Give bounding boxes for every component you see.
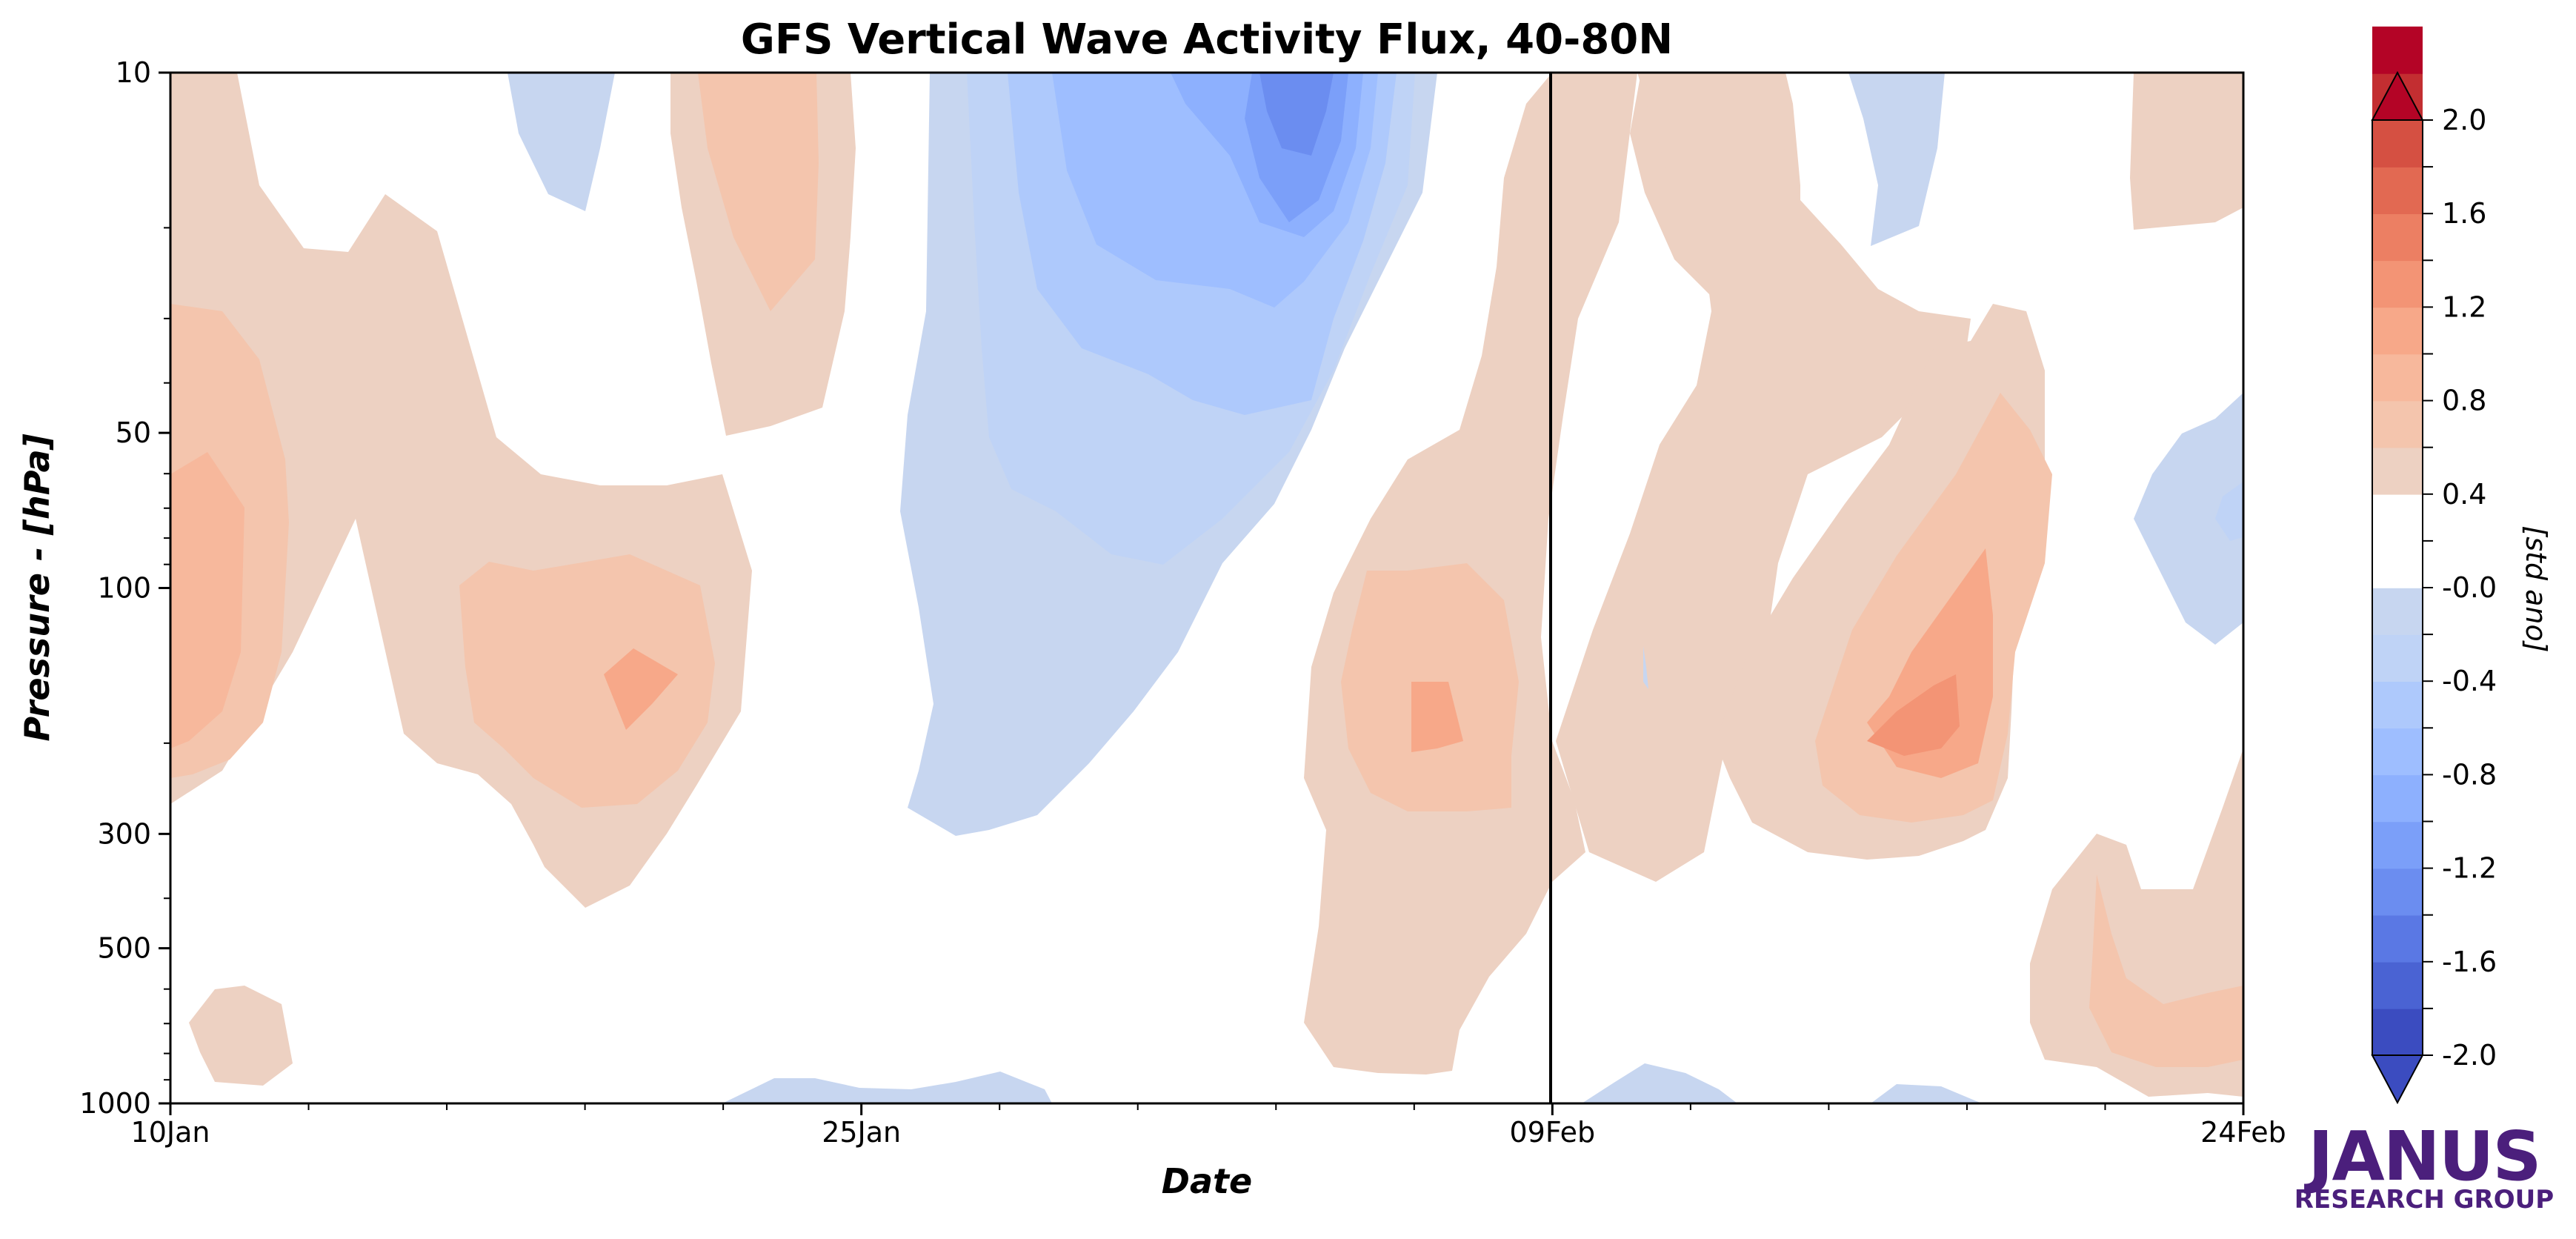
- y-tick-label: 500: [97, 932, 151, 965]
- colorbar-segment: [2372, 307, 2423, 355]
- contour-neg-right-0.2: [2134, 393, 2243, 645]
- y-axis: 10 50 100 300 500 1000: [79, 56, 170, 1120]
- y-tick-label: 50: [116, 416, 151, 449]
- janus-logo: JANUS RESEARCH GROUP: [2294, 1117, 2554, 1215]
- colorbar-segment: [2372, 634, 2423, 682]
- x-tick-label: 10Jan: [131, 1116, 210, 1149]
- chart-title: GFS Vertical Wave Activity Flux, 40-80N: [741, 16, 1673, 64]
- colorbar-label: [std ano]: [2520, 525, 2552, 652]
- y-tick-label: 10: [116, 56, 151, 89]
- contour-pos-right-1.0: [1867, 674, 1960, 756]
- colorbar-segment: [2372, 26, 2423, 74]
- contour-pos-lower-right-0.6: [2089, 874, 2243, 1067]
- contour-pos-corner: [2130, 73, 2243, 230]
- colorbar-tick-label: -1.2: [2442, 852, 2497, 885]
- contour-pos-feb-line-0.8: [1411, 682, 1463, 752]
- x-tick-label: 25Jan: [822, 1116, 901, 1149]
- contour-pos-mid-0.8: [604, 648, 678, 730]
- x-tick-label: 24Feb: [2200, 1116, 2286, 1149]
- contour-neg-1.4: [1259, 73, 1334, 156]
- colorbar-segment: [2372, 728, 2423, 776]
- colorbar-segment: [2372, 353, 2423, 402]
- contour-pos-lower-left: [189, 986, 293, 1086]
- colorbar-tick-label: -2.0: [2442, 1039, 2497, 1072]
- colorbar-tick-label: 1.6: [2442, 197, 2486, 230]
- y-axis-minor-ticks: [164, 227, 170, 1081]
- y-axis-label: Pressure - [hPa]: [17, 434, 57, 741]
- y-tick-label: 300: [97, 817, 151, 850]
- contour-neg-upper-mid: [1848, 73, 1945, 246]
- colorbar-segment: [2372, 540, 2423, 588]
- contour-neg-bottom-2: [1582, 1063, 1737, 1103]
- colorbar-segment: [2372, 961, 2423, 1009]
- contour-pos-mid-0.6: [459, 554, 715, 808]
- colorbar-tick-label: -1.6: [2442, 946, 2497, 978]
- colorbar-segment: [2372, 774, 2423, 823]
- contour-neg-right-0.4: [2215, 482, 2243, 541]
- contour-field: [170, 73, 2243, 1103]
- colorbar-segment: [2372, 167, 2423, 214]
- colorbar-segment: [2372, 914, 2423, 963]
- colorbar-tick-label: -0.4: [2442, 665, 2497, 697]
- colorbar-segment: [2372, 213, 2423, 262]
- colorbar-tick-label: 1.2: [2442, 290, 2486, 323]
- colorbar-segment: [2372, 120, 2423, 167]
- colorbar-segment: [2372, 868, 2423, 916]
- x-axis: 10Jan 25Jan 09Feb 24Feb: [131, 1103, 2286, 1149]
- contour-neg-bottom-1: [722, 1072, 1052, 1103]
- colorbar: 2.0 1.6 1.2 0.8 0.4 -0.0 -0.4 -0.8 -1.2 -1.6 -2.0: [2371, 26, 2497, 1105]
- colorbar-segment: [2372, 821, 2423, 869]
- colorbar-segment: [2372, 588, 2423, 635]
- contour-pos-right-0.4: [1556, 73, 1971, 882]
- colorbar-extend-min: [2371, 1054, 2424, 1105]
- contour-neg-bottom-3: [1871, 1084, 1982, 1103]
- logo-main-text: JANUS: [2303, 1117, 2540, 1196]
- colorbar-segment: [2372, 681, 2423, 729]
- colorbar-segment: [2372, 1008, 2423, 1056]
- y-tick-label: 100: [97, 572, 151, 605]
- contour-pos-west-0.8: [170, 452, 244, 748]
- contour-neg-small-upper: [507, 73, 615, 211]
- colorbar-tick-label: 0.4: [2442, 478, 2486, 511]
- contour-neg-sliver: [1643, 646, 1648, 689]
- colorbar-segment: [2372, 400, 2423, 448]
- colorbar-segment: [2372, 260, 2423, 308]
- logo-sub-text: RESEARCH GROUP: [2294, 1185, 2554, 1215]
- x-axis-minor-ticks: [307, 1103, 2106, 1110]
- colorbar-tick-label: -0.0: [2442, 571, 2497, 604]
- colorbar-segment: [2372, 494, 2423, 542]
- colorbar-tick-label: 0.8: [2442, 385, 2486, 417]
- colorbar-segment: [2372, 447, 2423, 495]
- x-axis-label: Date: [1162, 1161, 1252, 1201]
- colorbar-tick-label: 2.0: [2442, 104, 2486, 136]
- colorbar-tick-label: -0.8: [2442, 758, 2497, 791]
- x-tick-label: 09Feb: [1510, 1116, 1596, 1149]
- contour-pos-upper-0.6: [698, 73, 819, 311]
- y-tick-label: 1000: [79, 1087, 151, 1120]
